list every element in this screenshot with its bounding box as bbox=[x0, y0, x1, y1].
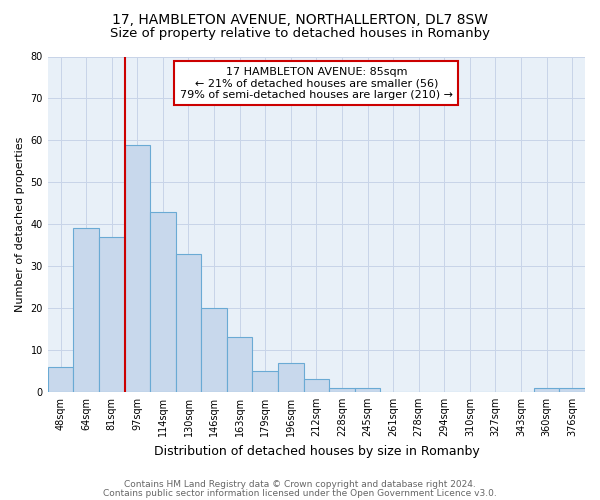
Text: Size of property relative to detached houses in Romanby: Size of property relative to detached ho… bbox=[110, 28, 490, 40]
Bar bbox=[304, 380, 329, 392]
Text: Contains public sector information licensed under the Open Government Licence v3: Contains public sector information licen… bbox=[103, 489, 497, 498]
Bar bbox=[329, 388, 355, 392]
Bar bbox=[73, 228, 99, 392]
Bar bbox=[99, 237, 125, 392]
Text: Contains HM Land Registry data © Crown copyright and database right 2024.: Contains HM Land Registry data © Crown c… bbox=[124, 480, 476, 489]
Text: 17, HAMBLETON AVENUE, NORTHALLERTON, DL7 8SW: 17, HAMBLETON AVENUE, NORTHALLERTON, DL7… bbox=[112, 12, 488, 26]
Bar bbox=[355, 388, 380, 392]
Bar bbox=[201, 308, 227, 392]
X-axis label: Distribution of detached houses by size in Romanby: Distribution of detached houses by size … bbox=[154, 444, 479, 458]
Bar bbox=[150, 212, 176, 392]
Bar bbox=[278, 362, 304, 392]
Bar bbox=[48, 367, 73, 392]
Text: 17 HAMBLETON AVENUE: 85sqm
← 21% of detached houses are smaller (56)
79% of semi: 17 HAMBLETON AVENUE: 85sqm ← 21% of deta… bbox=[180, 66, 453, 100]
Bar bbox=[176, 254, 201, 392]
Bar bbox=[227, 338, 253, 392]
Bar bbox=[253, 371, 278, 392]
Y-axis label: Number of detached properties: Number of detached properties bbox=[15, 136, 25, 312]
Bar bbox=[559, 388, 585, 392]
Bar bbox=[534, 388, 559, 392]
Bar bbox=[125, 144, 150, 392]
